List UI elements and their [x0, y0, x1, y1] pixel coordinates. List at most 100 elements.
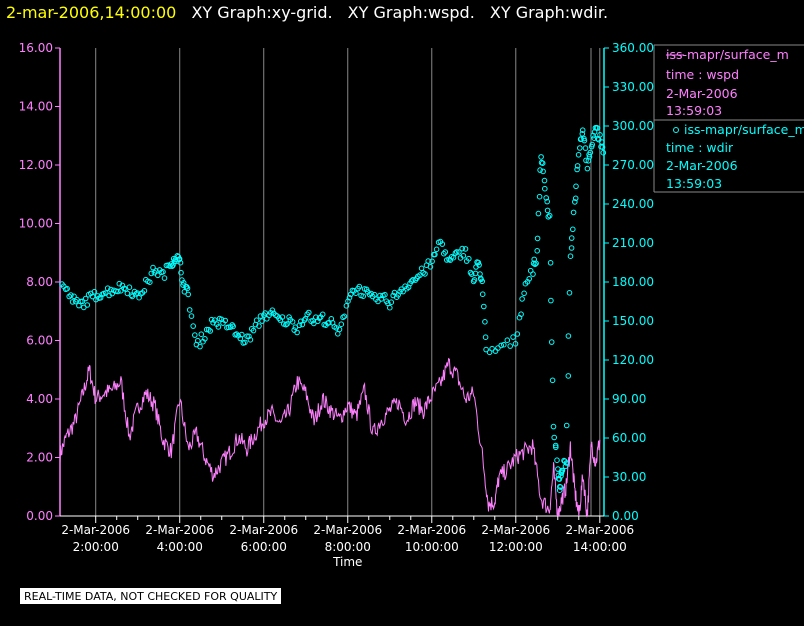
wdir-point: [433, 246, 440, 253]
wdir-point: [543, 195, 550, 201]
wdir-point: [544, 207, 551, 214]
wdir-point: [541, 177, 548, 184]
graph-label-1: XY Graph:xy-grid.: [191, 3, 333, 22]
wdir-point: [584, 165, 591, 172]
wdir-point: [460, 253, 467, 259]
wdir-point: [599, 144, 606, 150]
wdir-point: [382, 291, 388, 298]
wdir-point: [119, 282, 126, 289]
wdir-point: [574, 163, 581, 169]
graph-label-2: XY Graph:wspd.: [347, 3, 475, 22]
wdir-point: [582, 145, 589, 151]
wdir-point: [552, 442, 559, 449]
wdir-point: [198, 331, 205, 338]
wdir-point: [471, 277, 478, 283]
wdir-point: [126, 284, 133, 291]
wdir-point: [597, 132, 603, 138]
wdir-point: [459, 245, 466, 252]
x-axis-label: Time: [332, 555, 362, 569]
wdir-point: [208, 316, 215, 323]
wdir-point: [550, 423, 557, 430]
y-left-tick-label-0: 0.00: [26, 509, 53, 523]
legend-wdir-line4: 13:59:03: [666, 176, 723, 191]
legend-wspd-line4: 13:59:03: [666, 103, 723, 118]
y-left-tick-label-5: 10.00: [19, 217, 53, 231]
wdir-point: [442, 249, 449, 255]
wdir-point: [468, 271, 475, 277]
wdir-point: [547, 260, 554, 266]
legend-wdir-line2: time : wdir: [666, 140, 734, 155]
wdir-point: [257, 313, 264, 319]
wdir-point: [91, 288, 98, 295]
wdir-point: [155, 272, 161, 279]
wdir-point: [316, 315, 323, 321]
wdir-point: [195, 337, 201, 344]
wdir-point: [512, 341, 519, 347]
wdir-point: [501, 341, 507, 348]
wdir-point: [150, 264, 156, 271]
wdir-point: [360, 293, 367, 300]
wdir-point: [388, 299, 395, 306]
wdir-point: [563, 422, 570, 429]
wdir-point: [242, 339, 248, 346]
wdir-point: [286, 314, 292, 320]
wdir-point: [294, 329, 300, 336]
wdir-point: [486, 349, 493, 356]
wdir-point: [244, 333, 250, 340]
wdir-point: [247, 337, 254, 343]
wdir-point: [534, 248, 541, 254]
wdir-point: [134, 290, 141, 296]
wdir-point: [482, 334, 489, 341]
x-tick-time-1: 4:00:00: [157, 540, 203, 554]
series-wspd-line: [59, 357, 601, 518]
wdir-point: [549, 377, 556, 384]
y-left-tick-label-2: 4.00: [26, 392, 53, 406]
wdir-point: [185, 291, 191, 298]
x-tick-time-3: 8:00:00: [325, 540, 371, 554]
wdir-point: [600, 149, 607, 156]
wdir-point: [176, 256, 183, 262]
y-right-tick-label-0: 0.00: [612, 509, 639, 523]
legend-wdir-line3: 2-Mar-2006: [666, 158, 738, 173]
wdir-point: [498, 342, 505, 349]
wdir-point: [400, 288, 406, 295]
y-left-tick-label-3: 6.00: [26, 334, 53, 348]
legend-wdir-circle-marker: [673, 127, 679, 133]
legend-wdir-line1: iss-mapr/surface_m: [684, 122, 804, 137]
y-left-tick-label-4: 8.00: [26, 275, 53, 289]
legend-wspd-line2: time : wspd: [666, 67, 740, 82]
wdir-point: [565, 373, 572, 379]
wdir-point: [573, 183, 579, 190]
wdir-point: [577, 145, 583, 151]
wdir-point: [239, 331, 245, 338]
wdir-point: [115, 288, 121, 295]
y-right-tick-label-8: 240.00: [612, 197, 654, 211]
x-tick-date-0: 2-Mar-2006: [61, 523, 130, 537]
wdir-point: [184, 285, 191, 292]
wdir-point: [215, 324, 222, 330]
wdir-point: [574, 166, 580, 173]
wdir-point: [298, 318, 304, 325]
wdir-point: [197, 343, 203, 350]
wdir-point: [548, 297, 554, 304]
wdir-point: [284, 321, 290, 327]
wdir-point: [495, 345, 501, 351]
y-right-tick-label-11: 330.00: [612, 80, 654, 94]
y-right-tick-label-1: 30.00: [612, 470, 646, 484]
wdir-point: [538, 154, 544, 160]
wdir-point: [536, 193, 543, 200]
y-left-tick-label-8: 16.00: [19, 41, 53, 55]
wdir-point: [568, 235, 575, 241]
wdir-point: [581, 137, 588, 144]
x-tick-date-5: 2-Mar-2006: [481, 523, 550, 537]
wdir-point: [186, 307, 193, 313]
wdir-point: [562, 463, 569, 470]
wdir-point: [570, 226, 576, 233]
wdir-point: [192, 332, 198, 338]
wdir-point: [203, 326, 210, 333]
wdir-point: [483, 346, 489, 353]
wdir-point: [299, 321, 306, 328]
wdir-point: [540, 168, 546, 175]
wdir-point: [289, 319, 296, 325]
wdir-point: [526, 276, 533, 282]
